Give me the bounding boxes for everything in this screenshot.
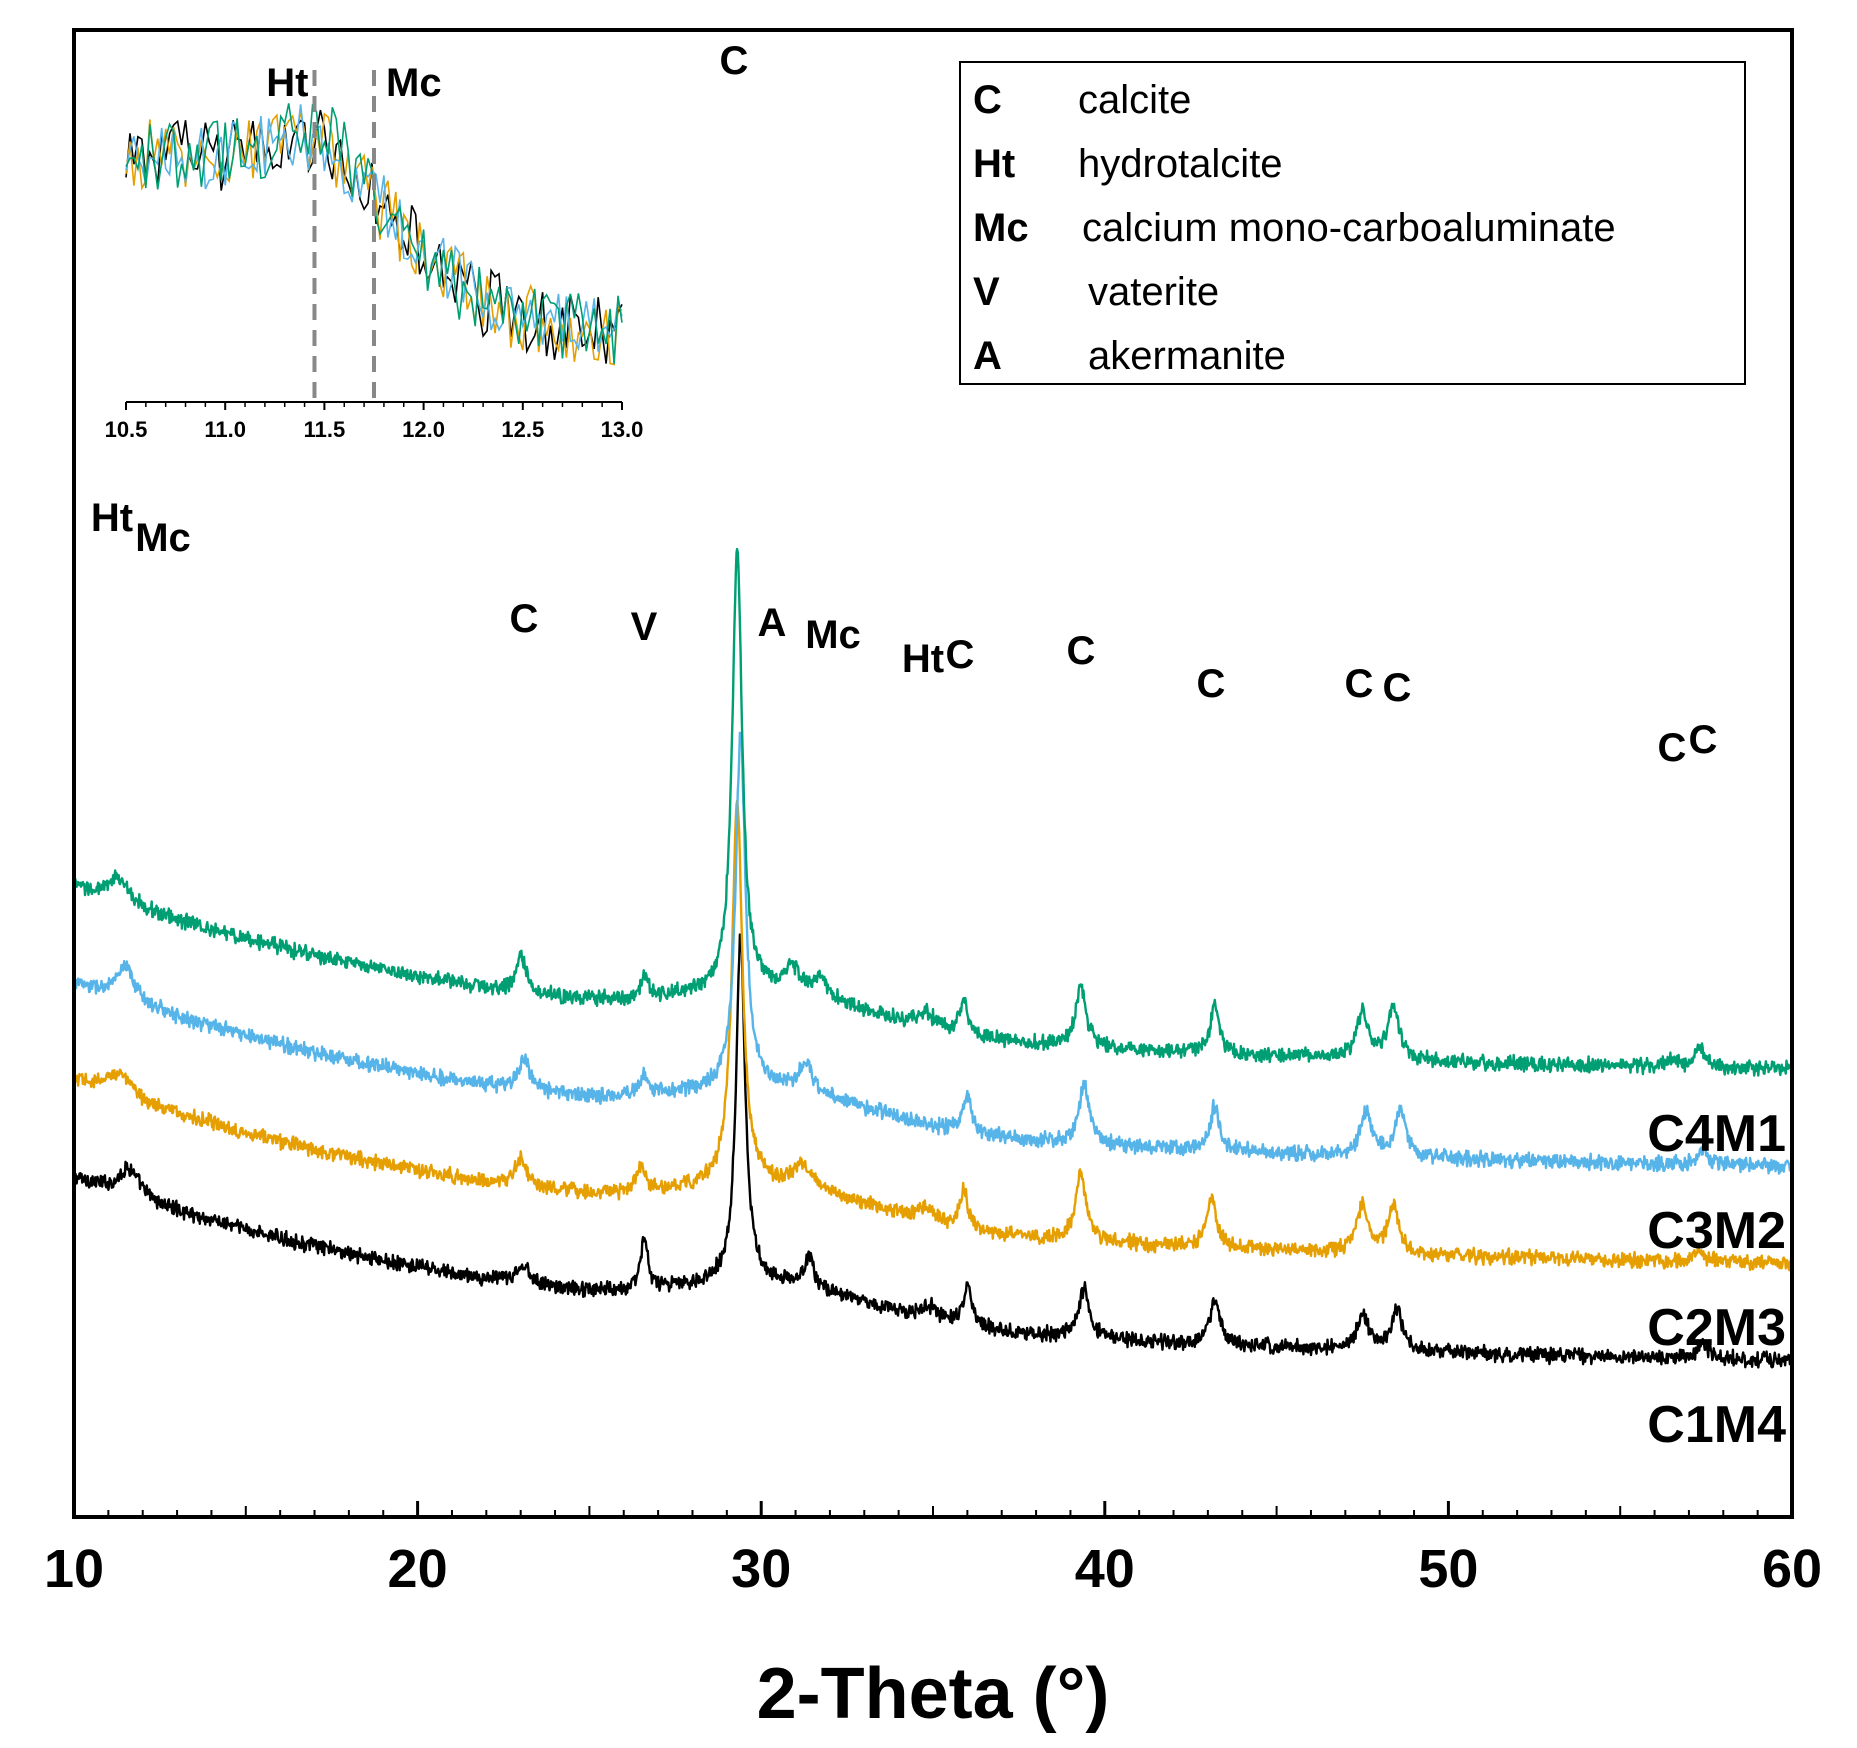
- series-line-c3m2: [72, 731, 1794, 1175]
- legend-name: calcium mono-carboaluminate: [1082, 206, 1616, 250]
- peak-label: C: [1689, 718, 1718, 762]
- peak-label: V: [631, 605, 658, 649]
- peak-label: Ht: [91, 496, 133, 540]
- legend-name: akermanite: [1088, 334, 1286, 378]
- inset-line-c3m2: [125, 104, 623, 352]
- x-axis: 10 20 30 40 50 60: [44, 1501, 1822, 1599]
- peak-label: C: [510, 597, 539, 641]
- series-label-c1m4: C1M4: [1647, 1396, 1786, 1454]
- peak-label: C: [720, 39, 749, 83]
- peak-label: C: [1197, 662, 1226, 706]
- inset-marker-label: Ht: [266, 61, 308, 105]
- inset-zoom-plot: Ht Mc 10.5 11.0 11.5 12.0 12.5 13.0: [105, 61, 644, 442]
- inset-marker-layer: Ht Mc: [266, 61, 442, 402]
- inset-tick-label: 12.0: [402, 417, 445, 442]
- series-label-c3m2: C3M2: [1647, 1202, 1786, 1260]
- peak-label: Mc: [805, 613, 861, 657]
- legend-abbr: A: [973, 334, 1002, 378]
- legend-abbr: Ht: [973, 142, 1015, 186]
- legend-abbr: C: [973, 78, 1002, 122]
- peak-label: C: [1067, 629, 1096, 673]
- x-tick-label: 20: [388, 1539, 448, 1599]
- x-axis-title: 2-Theta (°): [757, 1654, 1110, 1734]
- inset-tick-label: 11.0: [204, 417, 246, 442]
- peak-label: C: [1345, 662, 1374, 706]
- inset-tick-label: 10.5: [105, 417, 148, 442]
- inset-line-c4m1: [125, 103, 623, 365]
- series-line-c1m4: [72, 933, 1794, 1369]
- x-tick-label: 60: [1762, 1539, 1822, 1599]
- inset-tick-label: 11.5: [304, 417, 346, 442]
- series-line-c4m1: [73, 547, 1793, 1077]
- series-line-c2m3: [73, 799, 1794, 1272]
- x-tick-label: 50: [1418, 1539, 1478, 1599]
- inset-series-layer: [125, 103, 623, 366]
- peak-label: Mc: [135, 516, 191, 560]
- series-layer: [72, 547, 1794, 1369]
- legend-abbr: V: [973, 270, 1000, 314]
- inset-marker-label: Mc: [386, 61, 442, 105]
- legend-name: vaterite: [1088, 270, 1219, 314]
- series-label-c2m3: C2M3: [1647, 1299, 1786, 1357]
- x-tick-label: 40: [1075, 1539, 1135, 1599]
- series-label-c4m1: C4M1: [1647, 1105, 1786, 1163]
- series-name-layer: C1M4 C2M3 C3M2 C4M1: [1647, 1105, 1786, 1454]
- peak-label: Ht: [902, 637, 944, 681]
- peak-label: A: [758, 601, 787, 645]
- inset-tick-label: 12.5: [501, 417, 544, 442]
- legend-name: calcite: [1078, 78, 1191, 122]
- peak-label: C: [1658, 726, 1687, 770]
- legend-box: [959, 61, 1746, 385]
- x-tick-label: 30: [731, 1539, 791, 1599]
- inset-tick-label: 13.0: [601, 417, 644, 442]
- peak-label: C: [1383, 666, 1412, 710]
- legend-name: hydrotalcite: [1078, 142, 1283, 186]
- peak-label: C: [946, 633, 975, 677]
- inset-x-axis: 10.5 11.0 11.5 12.0 12.5 13.0: [105, 401, 644, 442]
- legend-abbr: Mc: [973, 206, 1029, 250]
- x-tick-label: 10: [44, 1539, 104, 1599]
